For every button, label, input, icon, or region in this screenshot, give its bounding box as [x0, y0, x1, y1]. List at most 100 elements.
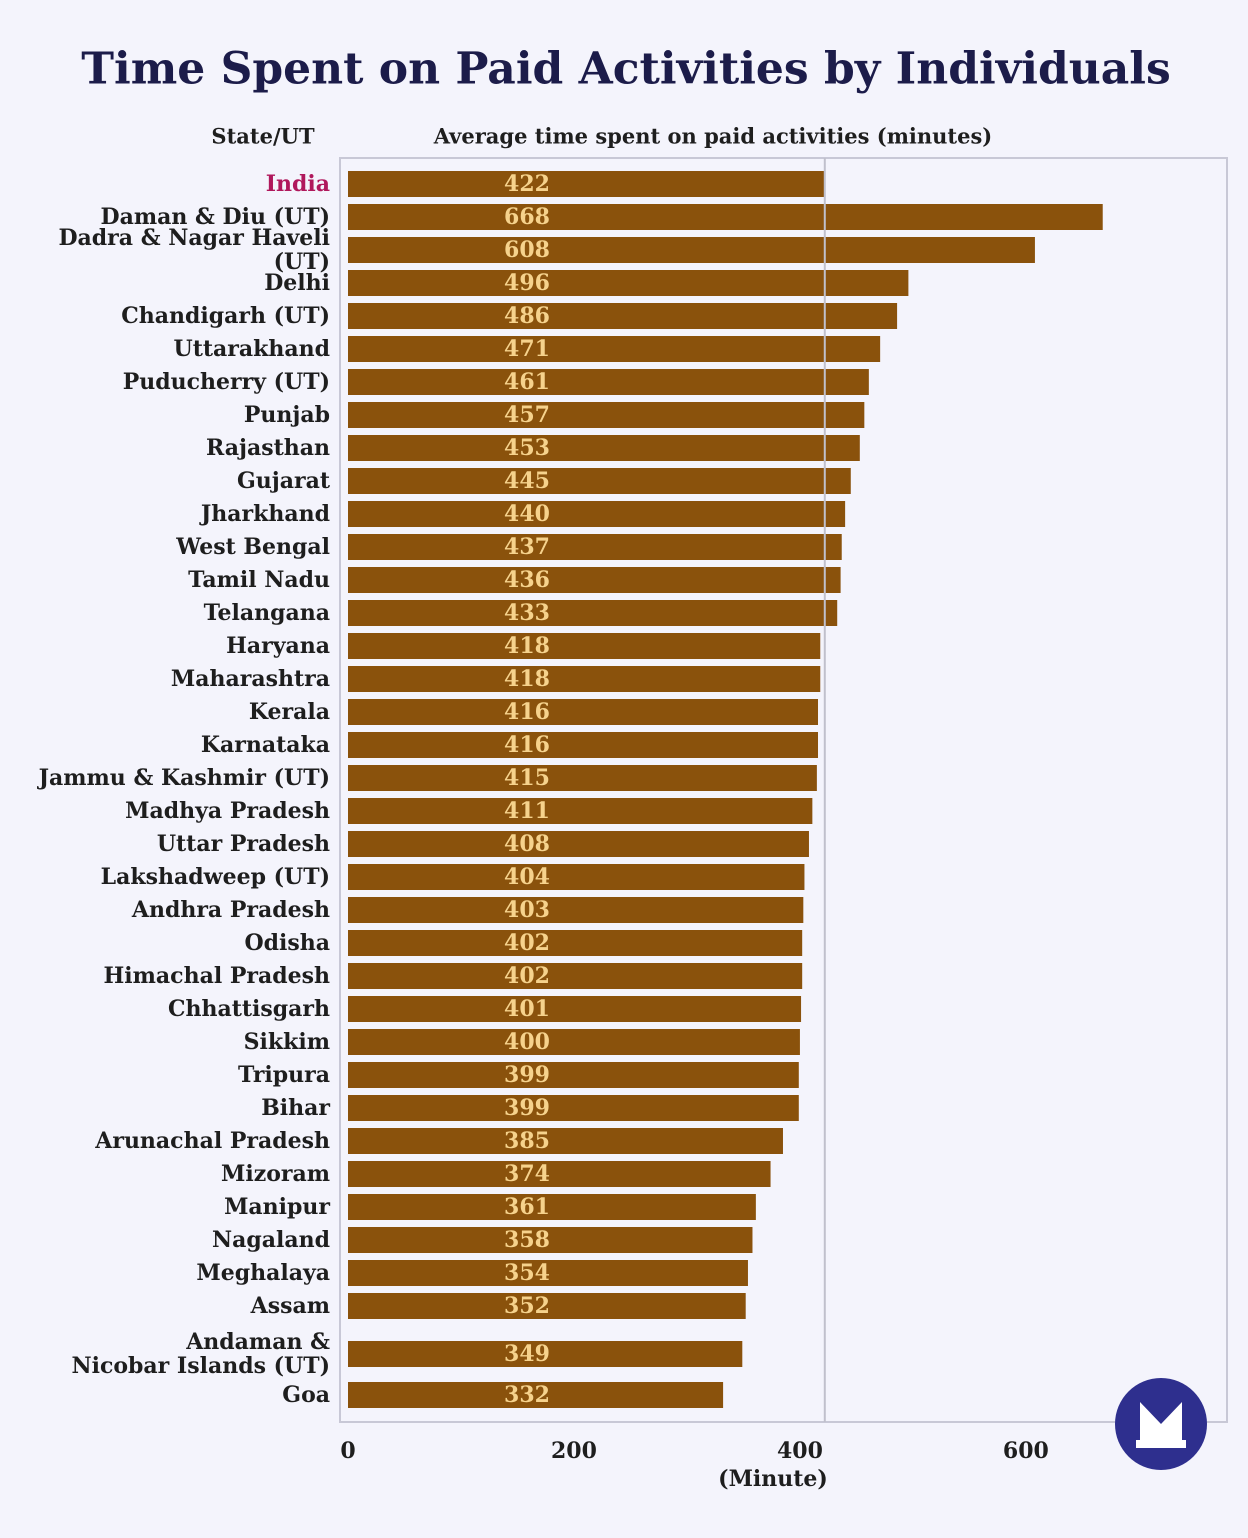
value-label: 404	[504, 864, 550, 890]
value-label: 436	[504, 567, 550, 593]
category-label: Manipur	[224, 1194, 330, 1220]
category-label: Jammu & Kashmir (UT)	[38, 765, 330, 791]
bar	[348, 237, 1035, 263]
category-label: Meghalaya	[196, 1260, 330, 1286]
category-header: State/UT	[211, 124, 315, 149]
category-label: Mizoram	[220, 1161, 330, 1187]
value-label: 399	[504, 1095, 550, 1121]
value-label: 354	[504, 1260, 550, 1286]
category-label: Delhi	[264, 270, 330, 296]
bar	[348, 864, 805, 890]
bar	[348, 831, 809, 857]
bar	[348, 534, 842, 560]
bar	[348, 1029, 800, 1055]
value-label: 415	[504, 765, 550, 791]
value-label: 471	[504, 336, 550, 362]
value-label: 486	[504, 303, 550, 329]
category-label: Lakshadweep (UT)	[100, 864, 330, 890]
bar	[348, 699, 819, 725]
value-label: 433	[504, 600, 550, 626]
value-label: 496	[504, 270, 550, 296]
bar	[348, 468, 851, 494]
value-label: 416	[504, 699, 550, 725]
logo	[1115, 1378, 1207, 1470]
bar	[348, 963, 803, 989]
category-label: Jharkhand	[200, 501, 330, 527]
bar	[348, 1341, 743, 1367]
x-tick-label: 0	[340, 1438, 355, 1464]
bar	[348, 600, 838, 626]
value-label: 402	[504, 930, 550, 956]
bar	[348, 732, 819, 758]
category-label: Odisha	[244, 930, 330, 956]
category-label: Andaman & Nicobar Islands (UT)	[71, 1329, 330, 1379]
bar	[348, 666, 821, 692]
value-label: 437	[504, 534, 550, 560]
category-label: Telangana	[203, 600, 330, 626]
category-label: West Bengal	[176, 534, 330, 560]
category-label: Uttar Pradesh	[156, 831, 330, 857]
bar	[348, 798, 813, 824]
value-label: 385	[504, 1128, 550, 1154]
value-label: 668	[504, 204, 550, 230]
bar	[348, 1194, 756, 1220]
value-label: 408	[504, 831, 550, 857]
bar	[348, 633, 821, 659]
value-label: 411	[504, 798, 550, 824]
bar	[348, 1062, 799, 1088]
bar	[348, 897, 804, 923]
category-label: Gujarat	[236, 468, 330, 494]
category-label: Madhya Pradesh	[125, 798, 330, 824]
category-label: Chandigarh (UT)	[121, 303, 330, 329]
bar	[348, 402, 865, 428]
category-label: Chhattisgarh	[167, 996, 330, 1022]
value-label: 445	[504, 468, 550, 494]
category-label: Himachal Pradesh	[103, 963, 331, 989]
x-axis-title: (Minute)	[718, 1466, 828, 1492]
value-label: 399	[504, 1062, 550, 1088]
value-label: 401	[504, 996, 550, 1022]
category-label: Assam	[250, 1293, 330, 1319]
category-label: Andhra Pradesh	[131, 897, 330, 923]
value-label: 358	[504, 1227, 550, 1253]
chart-title: Time Spent on Paid Activities by Individ…	[81, 44, 1170, 95]
value-header: Average time spent on paid activities (m…	[433, 124, 993, 149]
category-label: Tamil Nadu	[188, 567, 330, 593]
bar	[348, 435, 860, 461]
value-label: 374	[504, 1161, 550, 1187]
category-label: Puducherry (UT)	[122, 369, 330, 395]
value-label: 453	[504, 435, 550, 461]
x-tick-label: 400	[777, 1438, 823, 1464]
bar	[348, 1260, 748, 1286]
category-label: Daman & Diu (UT)	[100, 204, 330, 230]
plot-frame	[339, 157, 1228, 1423]
value-label: 400	[504, 1029, 550, 1055]
bar	[348, 996, 802, 1022]
bar	[348, 1293, 746, 1319]
category-label: Kerala	[248, 699, 330, 725]
value-label: 422	[504, 171, 550, 197]
bar	[348, 270, 909, 296]
value-label: 361	[504, 1194, 550, 1220]
value-label: 332	[504, 1382, 550, 1408]
value-label: 416	[504, 732, 550, 758]
category-label: Goa	[282, 1382, 330, 1408]
category-label: Sikkim	[243, 1029, 330, 1055]
category-label: Maharashtra	[170, 666, 330, 692]
bar	[348, 930, 803, 956]
value-label: 461	[504, 369, 550, 395]
bar	[348, 303, 898, 329]
value-label: 608	[504, 237, 550, 263]
category-label: Bihar	[261, 1095, 330, 1121]
bar	[348, 1128, 783, 1154]
bar	[348, 171, 825, 197]
bar	[348, 1227, 753, 1253]
category-label: Arunachal Pradesh	[95, 1128, 330, 1154]
bar	[348, 501, 846, 527]
category-label: Karnataka	[200, 732, 330, 758]
category-label: Dadra & Nagar Haveli (UT)	[58, 225, 330, 275]
category-label: Punjab	[243, 402, 330, 428]
category-label: Nagaland	[212, 1227, 330, 1253]
